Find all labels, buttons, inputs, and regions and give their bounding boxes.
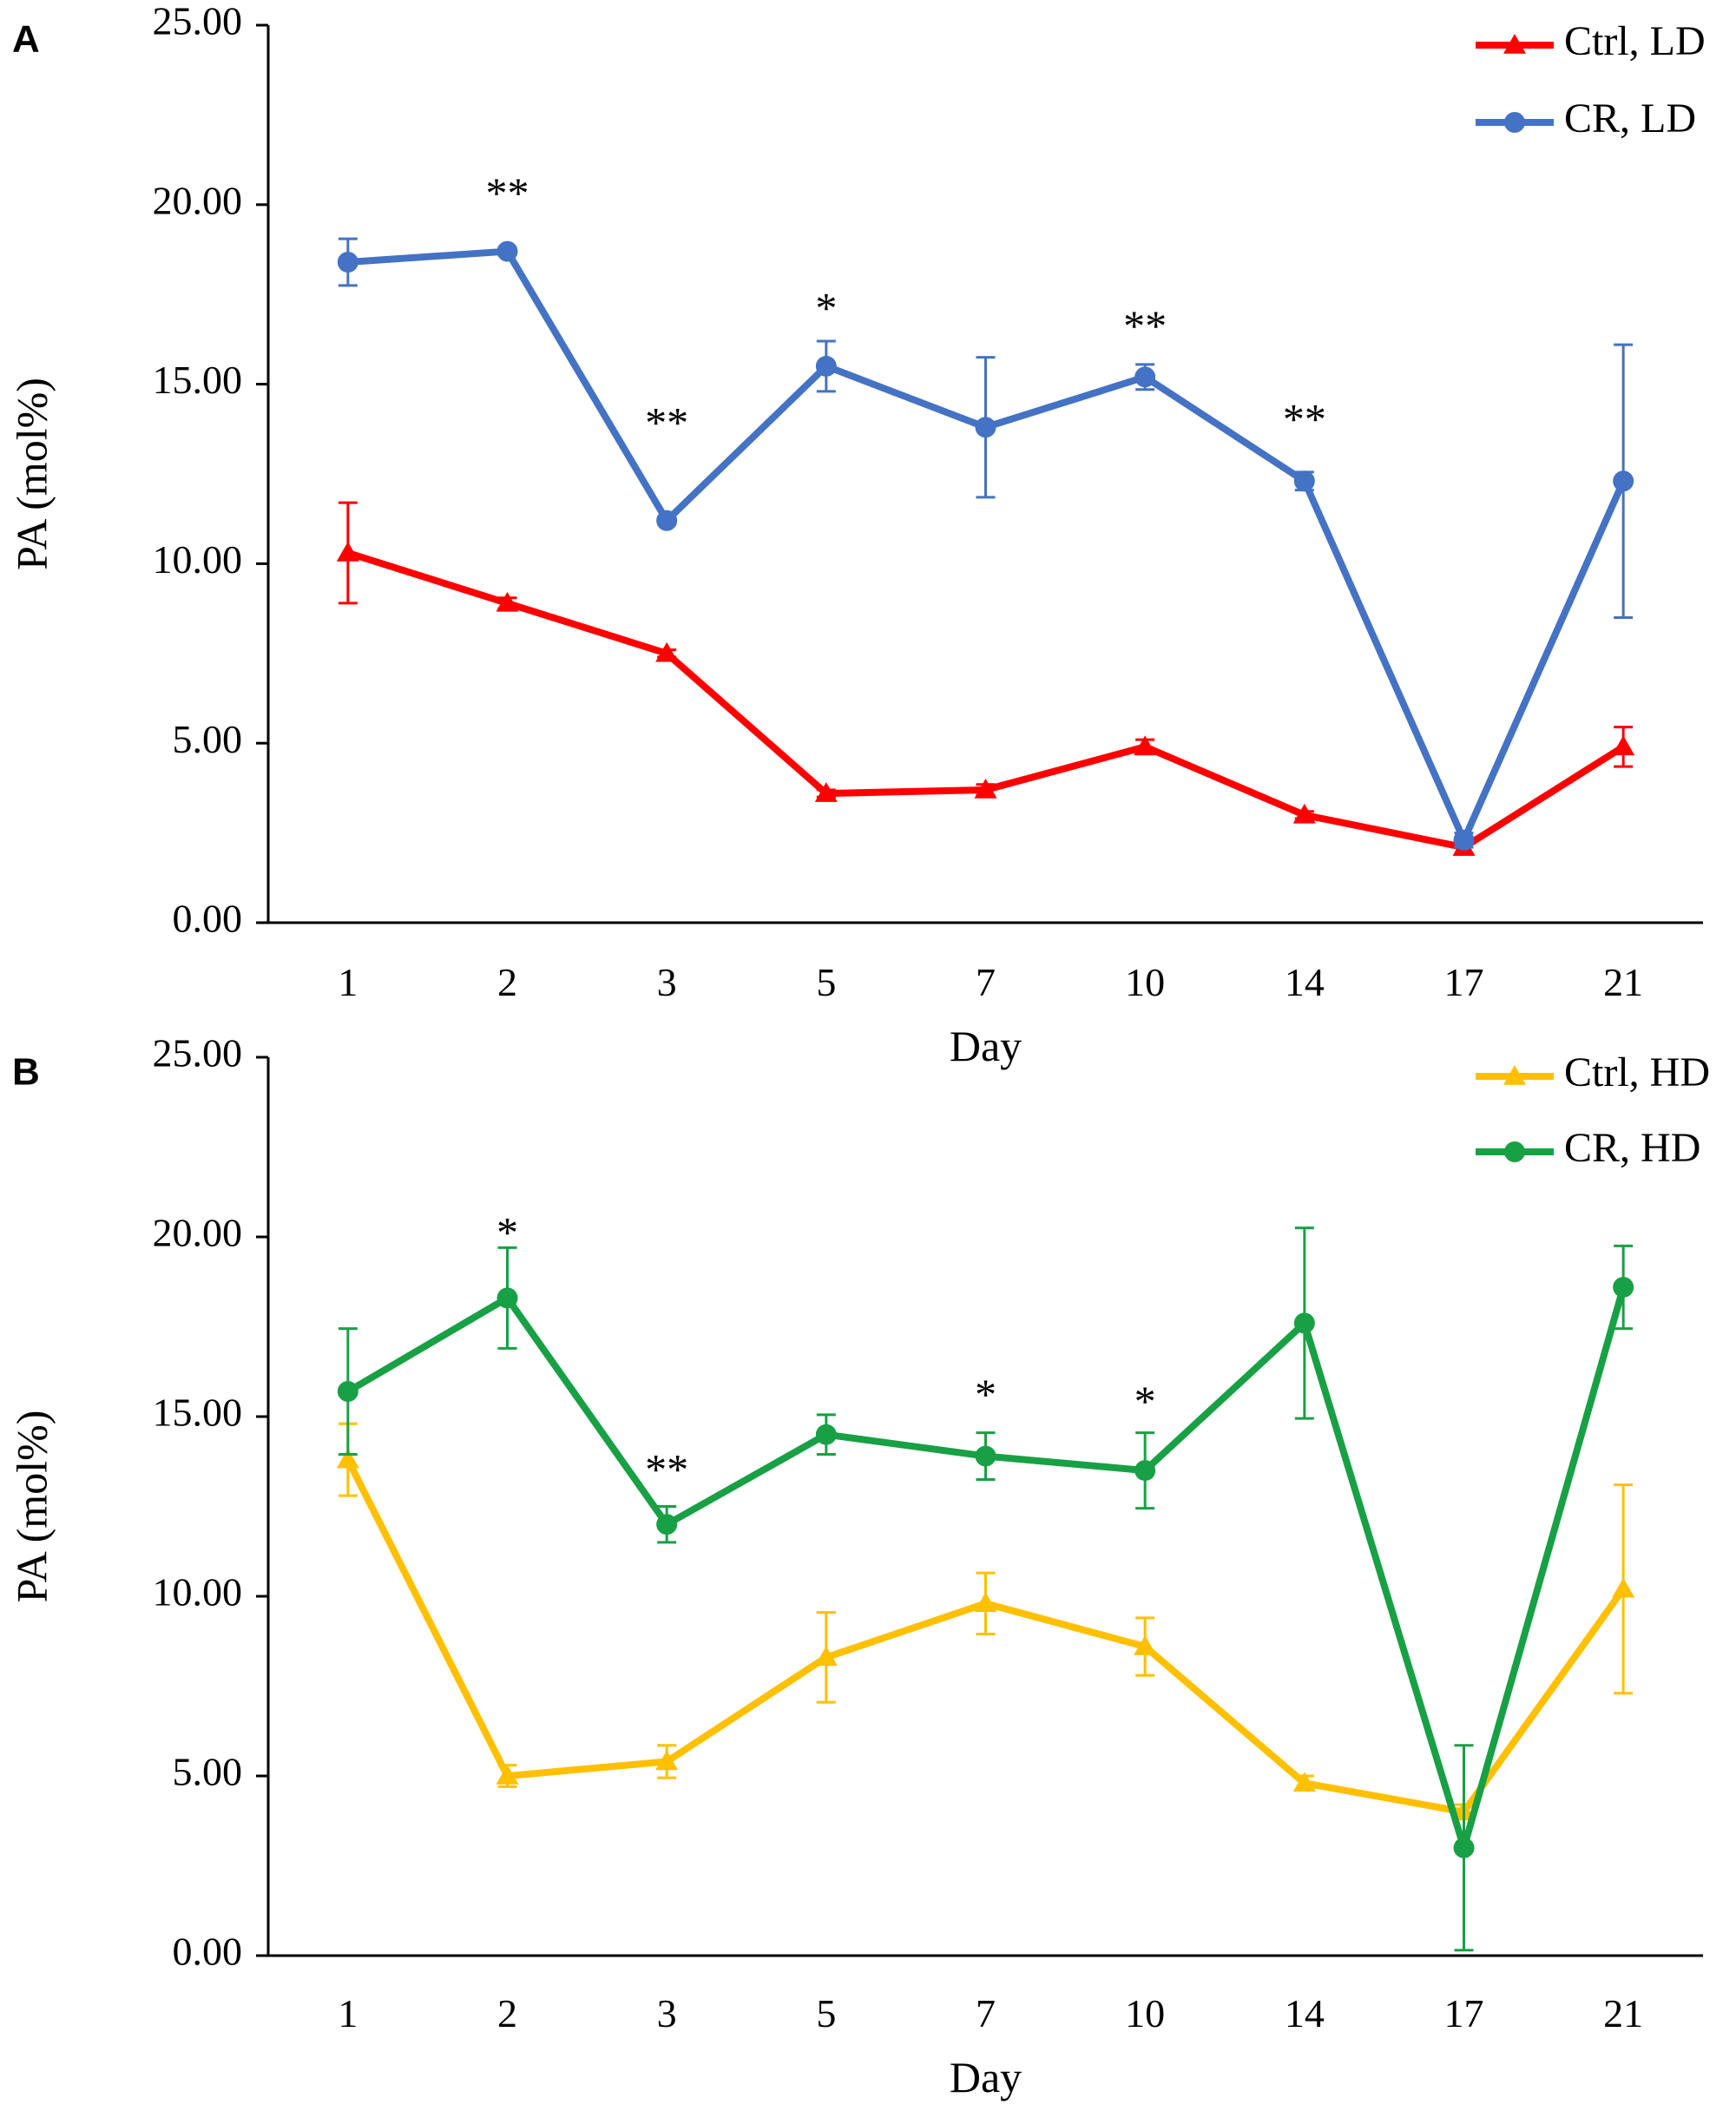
panel-b-x-axis-title: Day	[950, 2053, 1022, 2101]
panel-a-series-ctrl-ld-point	[1612, 735, 1635, 756]
panel-a-series-cr-ld-point	[496, 240, 518, 262]
panel-a-x-tick-label: 21	[1603, 960, 1643, 1004]
panel-a-significance-marker: **	[1123, 301, 1167, 350]
panel-a-x-tick-label: 17	[1444, 960, 1484, 1004]
panel-b-y-tick-label: 25.00	[153, 1031, 243, 1075]
panel-a-x-tick-label: 14	[1285, 960, 1325, 1004]
panel-a-series-cr-ld-point	[337, 251, 358, 273]
panel-a-x-tick-label: 3	[657, 960, 677, 1004]
panel-b-series-cr-hd	[337, 1226, 1634, 1952]
panel-b-series-cr-hd-point	[337, 1381, 358, 1403]
panel-a-legend: Ctrl, LD CR, LD	[1476, 18, 1706, 141]
panel-b-legend: Ctrl, HD CR, HD	[1476, 1049, 1710, 1171]
panel-b-legend-item-ctrl-hd-marker	[1503, 1065, 1526, 1085]
panel-b-legend-item-cr-hd-label: CR, HD	[1564, 1125, 1700, 1171]
panel-b-legend-item-cr-hd-marker	[1504, 1141, 1525, 1162]
panel-b-significance-marker: *	[975, 1370, 996, 1418]
panel-b-series-cr-hd-point	[1613, 1276, 1634, 1298]
panel-b-x-tick-label: 10	[1125, 1991, 1165, 2035]
panel-a-series-cr-ld-line	[347, 247, 1627, 844]
panel-b-series-ctrl-hd-point	[814, 1646, 838, 1667]
panel-b-x-tick-label: 5	[816, 1991, 836, 2035]
panel-a-series-ctrl-ld-point	[496, 591, 519, 612]
panel-a-x-tick-label: 7	[976, 960, 996, 1004]
panel-a-series-cr-ld-point	[1134, 366, 1156, 388]
panel-b-x-tick-label: 14	[1285, 1991, 1325, 2035]
panel-a-significance-marker: **	[1283, 395, 1326, 444]
panel-a-series-cr-ld-point	[656, 510, 678, 531]
panel-b-label: B	[12, 1051, 40, 1094]
panel-a-legend-item-cr-ld-marker	[1504, 112, 1525, 133]
panel-b-x-tick-label: 2	[497, 1991, 517, 2035]
panel-a-x-tick-label: 10	[1125, 960, 1165, 1004]
panel-a-series-ctrl-ld-point	[974, 778, 997, 799]
panel-a-significance-marker: **	[645, 398, 688, 447]
panel-b-series-cr-hd-point	[975, 1445, 996, 1467]
panel-b-significance-marker: *	[1134, 1377, 1156, 1425]
panel-a-y-tick-label: 20.00	[153, 178, 243, 222]
panel-b-series-cr-hd-point	[815, 1424, 837, 1445]
panel-a-series-cr-ld	[337, 237, 1634, 851]
panel-a-x-tick-label: 2	[497, 960, 517, 1004]
panel-a-y-tick-label: 25.00	[153, 0, 243, 43]
panel-a-series-ctrl-ld-point	[336, 541, 359, 562]
panel-a-y-tick-label: 0.00	[173, 897, 243, 941]
panel-a-x-axis-title: Day	[950, 1022, 1022, 1070]
panel-b-series-cr-hd-point	[1453, 1837, 1475, 1858]
panel-b-y-axis-title: PA (mol%)	[7, 1411, 56, 1603]
panel-b-significance-marker: **	[645, 1445, 688, 1494]
panel-a-legend-item-ctrl-ld-marker	[1503, 34, 1526, 54]
panel-b-series-ctrl-hd-point	[1612, 1577, 1635, 1598]
panel-b-series-ctrl-hd-point	[655, 1750, 679, 1771]
chart-panel-a: A 0.00 5.00 10.00 15.00 20.00 25.00 1 2 3 5 7 10 14 17…	[7, 0, 1705, 1070]
panel-a-series-cr-ld-point	[1293, 470, 1315, 492]
panel-b-series-cr-hd-point	[496, 1287, 518, 1309]
panel-b-y-tick-label: 20.00	[153, 1211, 243, 1255]
panel-b-series-cr-hd-point	[1134, 1460, 1156, 1482]
panel-b-series-ctrl-hd-point	[974, 1592, 997, 1613]
panel-b-series-cr-hd-point	[656, 1514, 678, 1536]
panel-a-significance-marker: *	[815, 283, 837, 332]
panel-a-x-tick-label: 5	[816, 960, 836, 1004]
panel-a-y-tick-label: 10.00	[153, 537, 243, 582]
panel-a-series-ctrl-ld	[336, 501, 1635, 856]
panel-b-x-tick-label: 3	[657, 1991, 677, 2035]
panel-a-x-tick-label: 1	[338, 960, 358, 1004]
panel-b-series-cr-hd-point	[1293, 1312, 1315, 1334]
panel-a-series-ctrl-ld-point	[1134, 735, 1157, 756]
panel-a-series-cr-ld-point	[815, 355, 837, 377]
panel-b-x-tick-label: 1	[338, 1991, 358, 2035]
panel-b-series-ctrl-hd-point	[496, 1765, 519, 1785]
panel-a-series-cr-ld-point	[1453, 829, 1475, 851]
panel-a-series-ctrl-ld-point	[655, 641, 679, 662]
panel-a-series-ctrl-ld-line	[346, 549, 1626, 852]
panel-b-series-ctrl-hd-line	[345, 1457, 1627, 1816]
panel-a-series-cr-ld-point	[975, 417, 996, 438]
panel-b-y-tick-label: 10.00	[153, 1570, 243, 1614]
panel-b-x-tick-label: 21	[1603, 1991, 1643, 2035]
panel-b-y-tick-label: 5.00	[173, 1750, 243, 1794]
panel-a-label: A	[12, 18, 40, 61]
panel-b-legend-item-ctrl-hd-label: Ctrl, HD	[1564, 1049, 1710, 1095]
panel-a-series-cr-ld-point	[1613, 470, 1634, 492]
panel-a-y-tick-label: 5.00	[173, 717, 243, 761]
panel-a-y-axis-title: PA (mol%)	[7, 378, 56, 570]
panel-a-legend-item-ctrl-ld-label: Ctrl, LD	[1564, 18, 1706, 64]
panel-a-legend-item-cr-ld-label: CR, LD	[1564, 95, 1696, 141]
panel-b-y-tick-label: 0.00	[173, 1930, 243, 1974]
panel-b-y-tick-label: 15.00	[153, 1391, 243, 1435]
panel-b-series-ctrl-hd-point	[336, 1448, 359, 1469]
panel-a-y-tick-label: 15.00	[153, 358, 243, 402]
panel-b-x-tick-label: 17	[1444, 1991, 1484, 2035]
chart-panel-b: B 0.00 5.00 10.00 15.00 20.00 25.00 1 2 3 5 7 10 14 17…	[7, 1031, 1710, 2101]
panel-a-significance-marker: **	[486, 168, 529, 217]
panel-b-significance-marker: *	[496, 1207, 518, 1256]
panel-b-series-ctrl-hd-point	[1134, 1634, 1157, 1655]
panel-b-x-tick-label: 7	[976, 1991, 996, 2035]
panel-a-series-ctrl-ld-point	[1292, 803, 1316, 824]
panel-b-series-ctrl-hd-point	[1292, 1772, 1316, 1792]
panel-a-series-ctrl-ld-point	[814, 782, 838, 802]
